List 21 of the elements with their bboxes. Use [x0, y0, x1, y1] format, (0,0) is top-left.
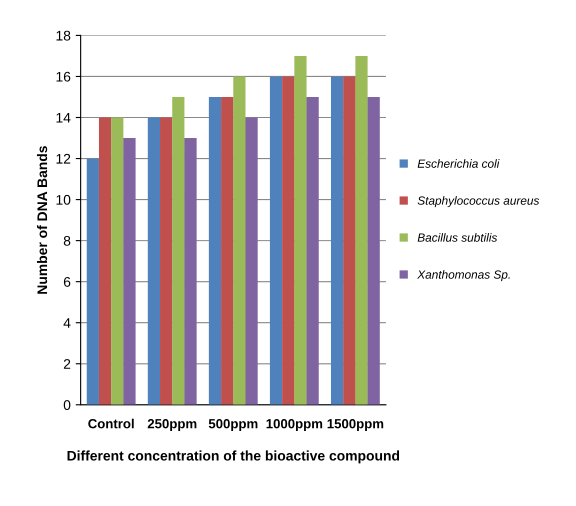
legend-label: Bacillus subtilis	[418, 233, 498, 242]
y-tick-label: 12	[56, 154, 70, 164]
y-tick-label: 0	[64, 400, 70, 410]
y-axis-title: Number of DNA Bands	[36, 146, 48, 294]
y-tick-label: 4	[64, 318, 71, 328]
x-tick-label: 1000ppm	[266, 419, 322, 431]
x-axis-title: Different concentration of the bioactive compound	[68, 450, 400, 464]
y-tick-label: 8	[64, 236, 70, 246]
y-tick-label: 18	[56, 30, 70, 41]
x-tick-label: 500ppm	[208, 419, 258, 431]
y-tick-label: 6	[64, 277, 70, 287]
x-tick-label: 250ppm	[148, 419, 196, 431]
y-tick-label: 2	[64, 359, 70, 369]
x-tick-label: 1500ppm	[328, 419, 384, 431]
legend-label: Escherichia coli	[418, 159, 500, 168]
y-tick-label: 10	[56, 194, 70, 205]
legend-label: Staphylococcus aureus	[418, 196, 540, 208]
legend-label: Xanthomonas Sp.	[417, 270, 510, 282]
y-tick-label: 16	[56, 72, 70, 82]
y-tick-label: 14	[56, 112, 71, 123]
x-tick-label: Control	[88, 418, 134, 428]
